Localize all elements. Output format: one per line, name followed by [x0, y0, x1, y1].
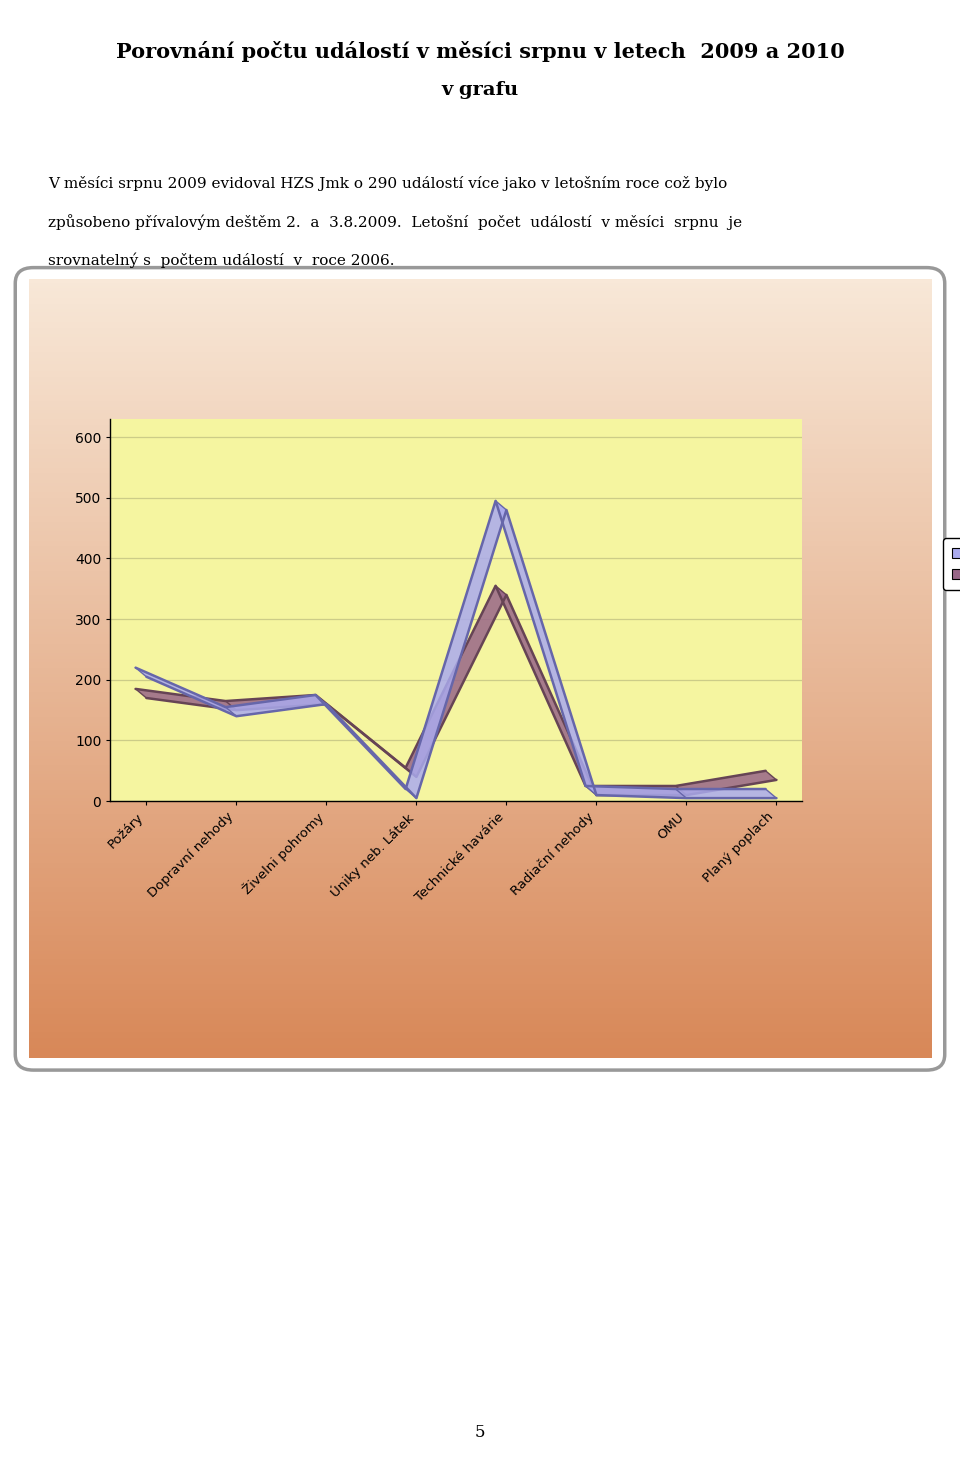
Polygon shape	[586, 786, 686, 798]
Polygon shape	[405, 585, 506, 776]
Polygon shape	[226, 695, 326, 710]
Text: způsobeno přívalovým deštěm 2.  a  3.8.2009.  Letošní  počet  událostí  v měsíci: způsobeno přívalovým deštěm 2. a 3.8.200…	[48, 215, 742, 231]
Polygon shape	[495, 585, 596, 795]
Polygon shape	[135, 667, 236, 716]
Polygon shape	[495, 501, 596, 795]
Legend: 2009, 2010: 2009, 2010	[943, 538, 960, 589]
Text: 5: 5	[475, 1423, 485, 1441]
Polygon shape	[405, 501, 506, 798]
Polygon shape	[676, 770, 777, 795]
Text: srovnatelný s  počtem událostí  v  roce 2006.: srovnatelný s počtem událostí v roce 200…	[48, 253, 395, 269]
Polygon shape	[135, 689, 236, 710]
Polygon shape	[316, 695, 417, 798]
Polygon shape	[226, 695, 326, 716]
Polygon shape	[676, 789, 777, 798]
Text: v grafu: v grafu	[442, 81, 518, 98]
Text: V měsíci srpnu 2009 evidoval HZS Jmk o 290 událostí více jako v letošním roce co: V měsíci srpnu 2009 evidoval HZS Jmk o 2…	[48, 176, 728, 191]
Polygon shape	[586, 786, 686, 795]
Polygon shape	[316, 695, 417, 776]
Text: Porovnání počtu událostí v měsíci srpnu v letech  2009 a 2010: Porovnání počtu událostí v měsíci srpnu …	[115, 41, 845, 62]
